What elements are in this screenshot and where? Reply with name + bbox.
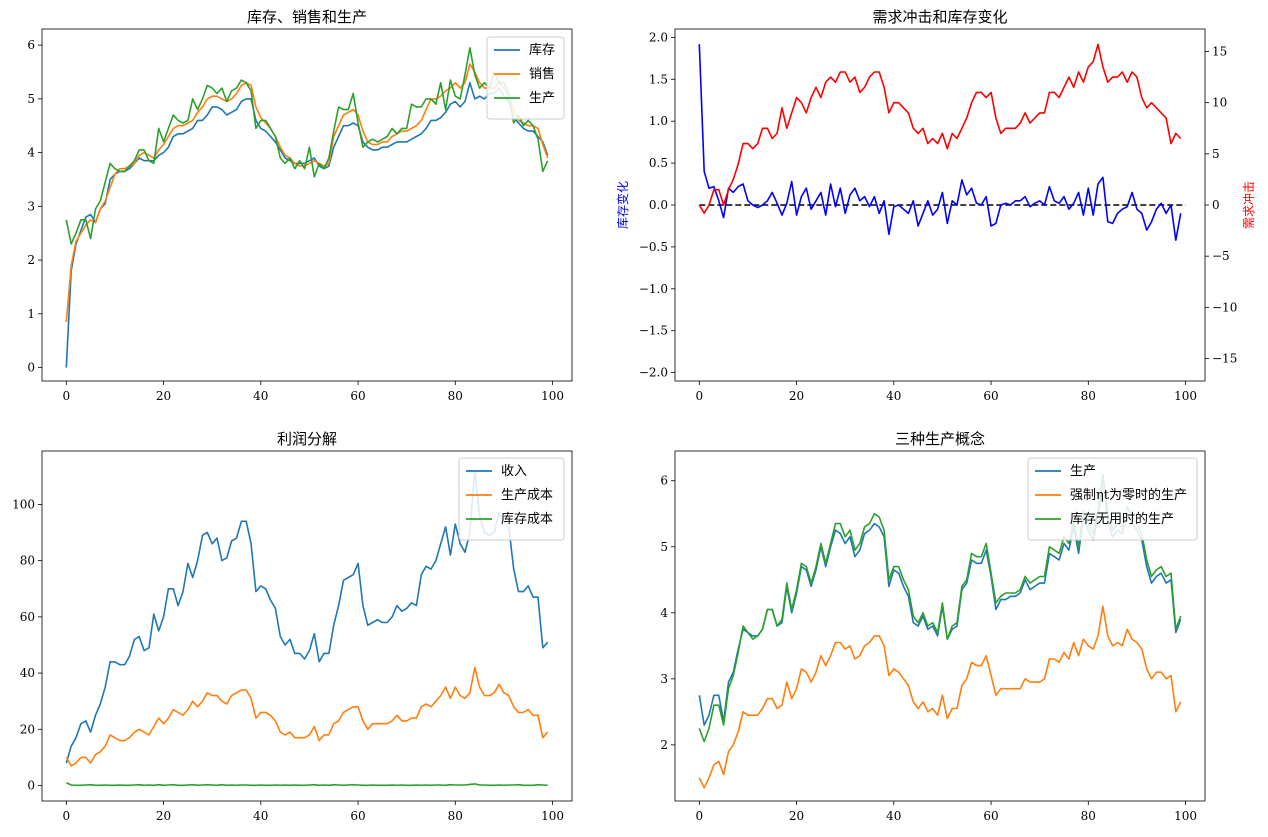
chart-title: 三种生产概念 [895,430,985,448]
y2-tick-label: −10 [1212,300,1237,314]
x-tick-label: 0 [695,809,703,823]
x-tick-label: 40 [253,809,268,823]
y-tick-label: 4 [27,146,35,160]
y-tick-label: 100 [12,497,35,511]
y-tick-label: 4 [660,606,668,620]
x-tick-label: 80 [448,389,463,403]
legend-label: 销售 [529,66,555,82]
y-tick-label: 6 [660,474,668,488]
y-tick-label: 20 [20,722,35,736]
series-line-2 [65,63,549,322]
x-tick-label: 60 [983,809,998,823]
x-tick-label: 0 [695,389,703,403]
series-line-3 [65,46,549,245]
x-tick-label: 100 [1174,389,1197,403]
x-tick-label: 0 [62,809,70,823]
series-line-1 [698,44,1182,241]
series-line-3 [65,781,548,787]
chart-title: 库存、销售和生产 [247,8,367,26]
legend-label: 生产 [529,91,555,106]
series-line-1 [65,469,549,764]
y-tick-label: 60 [20,610,35,624]
y-tick-label: 0.5 [649,156,668,170]
axes-frame [41,28,573,382]
y2-tick-label: −5 [1212,249,1230,263]
y2-axis-label: 需求冲击 [1241,181,1256,229]
x-tick-label: 20 [156,809,171,823]
chart-panel-4: 三种生产概念 0 20 40 60 80 100 2 3 4 5 6 生产强制ηt为零时的生产库存无用时… [660,430,1206,823]
x-tick-label: 80 [448,809,463,823]
x-tick-label: 80 [1081,389,1096,403]
y2-tick-label: 5 [1212,147,1220,161]
y-tick-label: 1 [27,307,35,321]
legend-label: 强制ηt为零时的生产 [1070,487,1187,503]
legend-label: 库存成本 [501,511,553,527]
legend-box [1027,457,1198,541]
y-axis-label: 库存变化 [615,181,630,229]
series-line-2 [698,43,1182,214]
x-tick-label: 100 [1174,809,1197,823]
chart-title: 需求冲击和库存变化 [872,8,1007,26]
y-tick-label: 1.0 [649,114,668,128]
legend-label: 库存 [529,42,555,58]
axes-frame [674,450,1206,802]
plot-area [65,469,549,787]
y2-tick-label: −15 [1212,351,1237,365]
y-tick-label: 6 [27,38,35,52]
y-tick-label: 0 [27,361,35,375]
axes-frame [41,450,573,802]
y-tick-label: 2.0 [649,30,668,44]
y-tick-label: −1.5 [639,324,668,338]
y-tick-label: 3 [27,199,35,213]
y-tick-label: 2 [660,738,668,752]
legend-label: 生产 [1070,464,1096,479]
x-tick-label: 80 [1081,809,1096,823]
y-tick-label: −0.5 [639,240,668,254]
series-line-2 [698,605,1182,789]
x-tick-label: 40 [886,389,901,403]
legend-label: 库存无用时的生产 [1070,511,1174,527]
chart-title: 利润分解 [277,430,337,448]
legend-label: 生产成本 [501,488,553,503]
x-tick-label: 40 [253,389,268,403]
x-tick-label: 100 [541,809,564,823]
legend-label: 收入 [501,464,527,479]
x-tick-label: 0 [62,389,70,403]
y-tick-label: 1.5 [649,72,668,86]
y-tick-label: −1.0 [639,282,668,296]
y-tick-label: 0 [27,779,35,793]
y-tick-label: 2 [27,253,35,267]
x-tick-label: 20 [156,389,171,403]
y-tick-label: 80 [20,554,35,568]
plot-area [65,46,549,368]
plot-area [698,43,1186,241]
y-tick-label: 5 [27,92,35,106]
x-tick-label: 20 [789,389,804,403]
x-tick-label: 40 [886,809,901,823]
axes-frame [674,28,1206,382]
y-tick-label: 0.0 [649,198,668,212]
x-tick-label: 60 [983,389,998,403]
y-tick-label: 40 [20,666,35,680]
y2-tick-label: 10 [1212,96,1227,110]
y-tick-label: 3 [660,672,668,686]
series-line-1 [65,81,549,368]
y2-tick-label: 15 [1212,45,1227,59]
y-tick-label: 5 [660,540,668,554]
y-tick-label: −2.0 [639,366,668,380]
x-tick-label: 100 [541,389,564,403]
x-tick-label: 20 [789,809,804,823]
y2-tick-label: 0 [1212,198,1220,212]
series-line-2 [65,666,549,767]
x-tick-label: 60 [350,389,365,403]
x-tick-label: 60 [350,809,365,823]
